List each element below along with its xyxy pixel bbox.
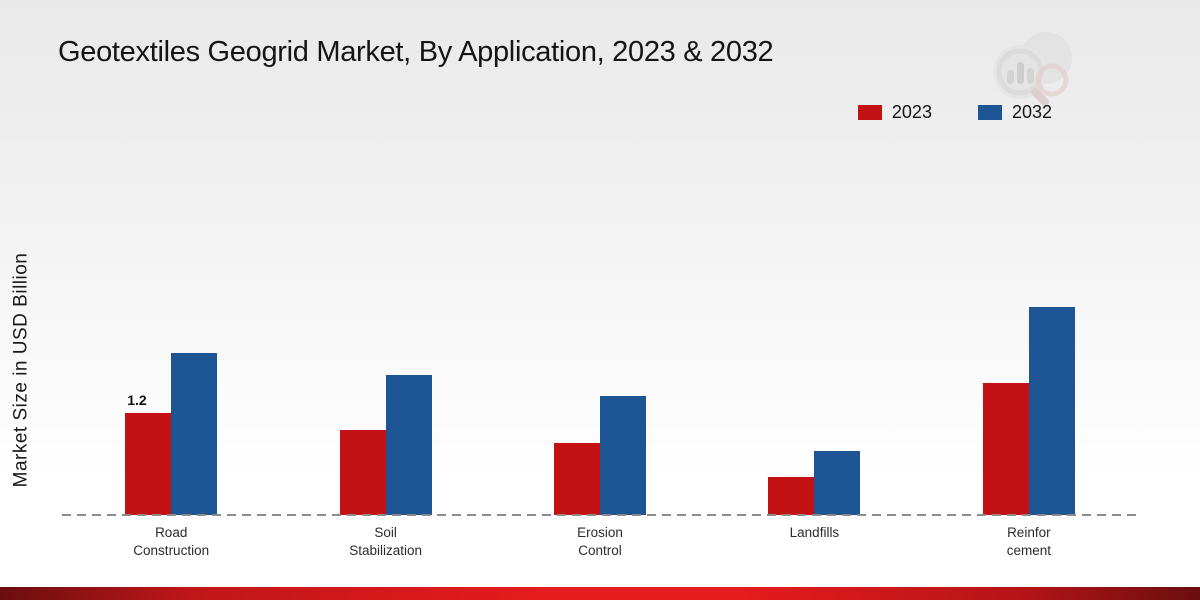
bar-group-4 [922, 140, 1136, 515]
x-axis-baseline [62, 514, 1138, 516]
legend-label: 2023 [891, 102, 932, 122]
brand-watermark-icon [990, 28, 1082, 117]
y-axis-label: Market Size in USD Billion [10, 252, 31, 488]
bar-2023-4 [982, 383, 1029, 515]
bar-2032-4 [1028, 307, 1075, 515]
plot-area: 1.2 [64, 140, 1136, 515]
bar-2023-3 [768, 477, 815, 515]
category-label-3: Landfills [789, 525, 840, 540]
bar-2032-0 [171, 353, 218, 515]
legend-swatch-2023 [857, 105, 882, 120]
category-label-0: Road Construction [133, 525, 210, 559]
bar-group-3 [707, 140, 921, 515]
bar-2032-2 [600, 396, 647, 515]
bar-group-1 [278, 140, 492, 515]
category-label-1: Soil Stabilization [349, 525, 422, 559]
legend-item-2032: 2032 [977, 102, 1052, 123]
bar-group-2 [493, 140, 707, 515]
chart-title: Geotextiles Geogrid Market, By Applicati… [58, 36, 774, 68]
legend: 2023 2032 [857, 102, 1052, 123]
bar-2032-3 [814, 451, 861, 515]
bar-2023-2 [554, 443, 601, 515]
bar-2023-1 [339, 430, 386, 515]
legend-item-2023: 2023 [857, 102, 932, 123]
category-label-2: Erosion Control [577, 525, 623, 559]
category-label-4: Reinfor cement [1006, 525, 1051, 559]
bar-2032-1 [385, 375, 432, 515]
footer-stripe [0, 587, 1200, 600]
legend-swatch-2032 [977, 105, 1002, 120]
legend-label: 2032 [1011, 102, 1052, 122]
category-labels: Road Construction Soil Stabilization Erosion… [64, 524, 1136, 560]
bar-value-label: 1.2 [127, 392, 147, 408]
bar-2023-0: 1.2 [125, 392, 172, 515]
bar-group-0: 1.2 [64, 140, 278, 515]
